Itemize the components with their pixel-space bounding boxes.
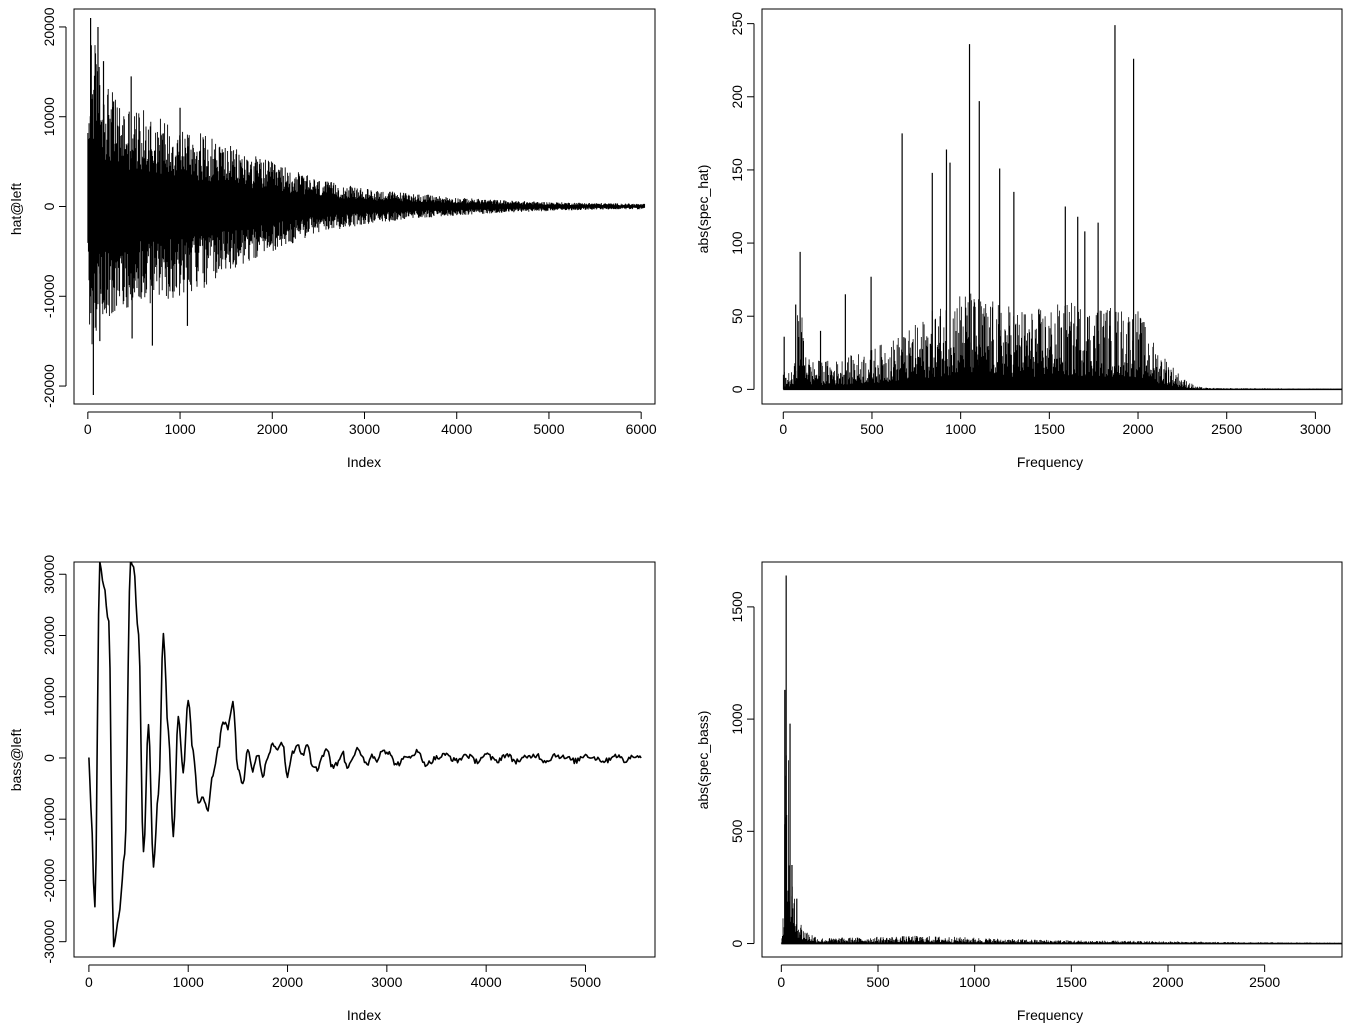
hat-wave-x-tick-label: 1000: [164, 421, 195, 437]
hat-wave-signal-core: [87, 179, 171, 234]
hat-spectrum-y-tick-label: 150: [729, 158, 745, 182]
hat-spectrum-y-tick-label: 100: [729, 231, 745, 255]
hat-wave-y-tick-label: 20000: [41, 7, 57, 46]
bass-wave-x-tick-label: 2000: [272, 974, 303, 990]
hat-spectrum-x-tick-label: 1500: [1034, 421, 1065, 437]
bass-spectrum-x-tick-label: 1000: [959, 974, 990, 990]
bass-spectrum-y-tick-label: 500: [729, 819, 745, 843]
bass-wave-x-tick-label: 5000: [570, 974, 601, 990]
bass-spectrum-x-tick-label: 2000: [1152, 974, 1183, 990]
bass-spectrum-plot-frame: [761, 561, 1343, 958]
bass-wave-y-tick-label: 30000: [41, 555, 57, 594]
hat-spectrum-y-tick-label: 50: [729, 308, 745, 324]
bass-wave-x-tick-label: 0: [85, 974, 93, 990]
bass-spectrum-x-tick-label: 500: [866, 974, 890, 990]
bass-wave-y-tick-label: -30000: [41, 920, 57, 964]
bass-wave-x-tick-label: 4000: [471, 974, 502, 990]
hat-wave-x-tick-label: 6000: [626, 421, 657, 437]
hat-wave-y-tick-label: -10000: [41, 274, 57, 318]
bass-wave-ylabel: bass@left: [8, 729, 24, 792]
bass-wave-xlabel: Index: [347, 1007, 381, 1023]
bass-wave-panel: Index bass@left 0 1000 2000 3000 4000 5000 -30…: [8, 555, 656, 1023]
bass-wave-series-group: [88, 562, 642, 948]
bass-spectrum-series-group: [780, 575, 1342, 945]
hat-wave-ylabel: hat@left: [8, 183, 24, 235]
hat-spectrum-panel: Frequency abs(spec_hat) 0 500 1000 1500 2000…: [695, 8, 1343, 470]
bass-spectrum-ylabel: abs(spec_bass): [695, 711, 711, 810]
hat-spectrum-x-tick-label: 500: [860, 421, 884, 437]
bass-spectrum-y-tick-label: 1000: [729, 703, 745, 734]
hat-wave-x-tick-label: 2000: [257, 421, 288, 437]
bass-spectrum-y-tick-label: 1500: [729, 591, 745, 622]
bass-spectrum-x-tick-label: 1500: [1056, 974, 1087, 990]
bass-wave-plot-frame: [73, 561, 656, 958]
bass-spectrum-x-tick-label: 2500: [1249, 974, 1280, 990]
hat-wave-panel: Index hat@left 0 1000 2000 3000 4000 5000 6000…: [8, 7, 657, 470]
hat-spectrum-x-tick-label: 3000: [1300, 421, 1331, 437]
bass-wave-x-tick-label: 1000: [173, 974, 204, 990]
bass-wave-y-tick-label: 10000: [41, 677, 57, 716]
bass-spectrum-y-tick-label: 0: [729, 939, 745, 947]
hat-wave-y-tick-label: 0: [41, 202, 57, 210]
hat-wave-xlabel: Index: [347, 454, 381, 470]
hat-spectrum-ylabel: abs(spec_hat): [695, 165, 711, 254]
hat-wave-series-group: [87, 17, 646, 396]
hat-wave-plot-frame: [73, 8, 656, 405]
hat-spectrum-series-group: [782, 25, 1342, 391]
hat-wave-x-tick-label: 0: [84, 421, 92, 437]
bass-wave-signal-line: [88, 562, 642, 948]
bass-wave-y-tick-label: -20000: [41, 858, 57, 902]
bass-wave-y-tick-label: 20000: [41, 616, 57, 655]
hat-wave-x-tick-label: 3000: [349, 421, 380, 437]
hat-spectrum-plot-frame: [761, 8, 1343, 405]
bass-wave-y-tick-label: -10000: [41, 797, 57, 841]
hat-wave-y-tick-label: -20000: [41, 364, 57, 408]
hat-spectrum-x-tick-label: 0: [779, 421, 787, 437]
hat-spectrum-xlabel: Frequency: [1017, 454, 1083, 470]
bass-spectrum-panel: Frequency abs(spec_bass) 0 500 1000 1500 200…: [695, 561, 1343, 1023]
hat-spectrum-y-tick-label: 250: [729, 12, 745, 36]
bass-wave-x-tick-label: 3000: [371, 974, 402, 990]
hat-wave-x-tick-label: 5000: [533, 421, 564, 437]
hat-spectrum-y-tick-label: 200: [729, 85, 745, 109]
bass-spectrum-xlabel: Frequency: [1017, 1007, 1083, 1023]
hat-spectrum-x-tick-label: 1000: [945, 421, 976, 437]
hat-wave-y-tick-label: 10000: [41, 97, 57, 136]
bass-wave-y-tick-label: 0: [41, 754, 57, 762]
hat-spectrum-y-tick-label: 0: [729, 385, 745, 393]
hat-wave-x-tick-label: 4000: [441, 421, 472, 437]
hat-spectrum-x-tick-label: 2500: [1211, 421, 1242, 437]
hat-spectrum-x-tick-label: 2000: [1122, 421, 1153, 437]
bass-spectrum-x-tick-label: 0: [777, 974, 785, 990]
